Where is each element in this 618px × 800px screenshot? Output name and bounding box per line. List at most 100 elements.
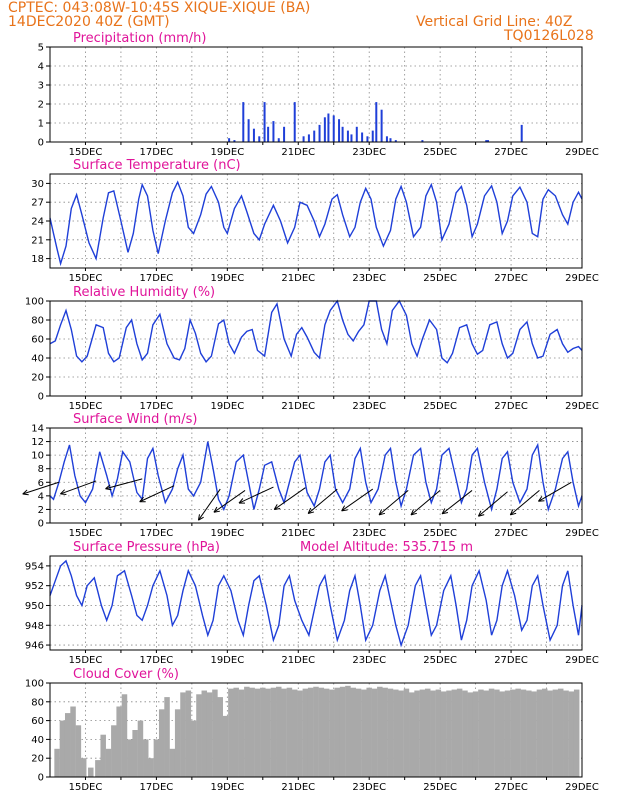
temperature-frame bbox=[49, 173, 583, 269]
y-tick-label: 2 bbox=[38, 100, 44, 111]
precipitation-panel: Precipitation (mm/h) 0 1 2 3 4 5 15DEC 17DEC 19DE… bbox=[38, 31, 599, 158]
cloud-bar bbox=[265, 688, 271, 777]
y-tick-label: 0 bbox=[38, 519, 44, 530]
cloud-bar bbox=[361, 689, 367, 777]
model-altitude: Model Altitude: 535.715 m bbox=[300, 540, 473, 555]
precip-bar bbox=[233, 140, 236, 142]
cloud-bar bbox=[222, 715, 229, 777]
cloud-bar bbox=[382, 687, 388, 777]
x-tick-label: 21DEC bbox=[281, 401, 315, 412]
wind-arrowhead bbox=[410, 509, 415, 516]
x-tick-label: 19DEC bbox=[210, 655, 244, 666]
precip-bar bbox=[361, 132, 364, 142]
cloud-bar bbox=[95, 760, 101, 777]
wind-panel: Surface Wind (m/s) 0 2 4 6 8 10 12 14 15DEC 17DEC 1… bbox=[22, 412, 599, 539]
precip-bar bbox=[332, 115, 335, 142]
precip-bar bbox=[375, 102, 378, 142]
humidity-series-line bbox=[49, 299, 583, 364]
wind-arrowhead bbox=[477, 510, 482, 517]
precipitation-title: Precipitation (mm/h) bbox=[73, 31, 206, 46]
cloud-bar bbox=[121, 694, 128, 777]
cloud-bar bbox=[334, 687, 341, 777]
precip-bar bbox=[228, 138, 231, 142]
wind-vector bbox=[213, 490, 246, 513]
wind-vector bbox=[341, 488, 374, 512]
cloud-bar bbox=[111, 725, 117, 777]
x-tick-label: 27DEC bbox=[494, 273, 528, 284]
cloud-bar bbox=[515, 688, 521, 777]
cloud-bar bbox=[536, 689, 543, 777]
cloud-bar bbox=[291, 689, 298, 777]
wind-arrowhead bbox=[341, 505, 346, 512]
y-tick-label: 6 bbox=[38, 478, 44, 489]
wind-vector bbox=[105, 478, 143, 490]
y-tick-label: 950 bbox=[25, 601, 44, 612]
cloud-cover-title: Cloud Cover (%) bbox=[73, 667, 179, 682]
cloud-bar bbox=[158, 709, 165, 777]
cloud-bar bbox=[355, 688, 362, 777]
cloud-bar bbox=[371, 688, 378, 777]
wind-vector bbox=[22, 481, 60, 495]
wind-arrowhead bbox=[307, 507, 312, 514]
x-tick-label: 25DEC bbox=[423, 273, 457, 284]
cloud-bar bbox=[414, 690, 420, 777]
wind-frame bbox=[49, 427, 583, 524]
precip-bar bbox=[350, 134, 353, 142]
x-tick-label: 21DEC bbox=[281, 782, 315, 793]
cloud-bar bbox=[440, 691, 447, 777]
cloud-bar bbox=[59, 720, 66, 777]
cloud-bar bbox=[456, 688, 463, 777]
cloud-bar bbox=[201, 690, 208, 777]
precip-bar bbox=[327, 113, 330, 142]
precip-bar bbox=[247, 119, 250, 142]
wind-arrowhead bbox=[478, 514, 485, 517]
pressure-title: Surface Pressure (hPa) bbox=[73, 540, 220, 555]
cloud-bar bbox=[54, 748, 60, 777]
grid-note: Vertical Grid Line: 40Z bbox=[416, 14, 572, 30]
cloud-bar bbox=[488, 688, 495, 777]
cloud-bar bbox=[387, 688, 394, 777]
precip-bar bbox=[355, 126, 358, 142]
y-tick-label: 100 bbox=[25, 297, 44, 308]
cloud-bar bbox=[531, 691, 537, 777]
precip-bar bbox=[242, 102, 245, 142]
wind-arrowhead bbox=[198, 516, 204, 521]
x-tick-label: 29DEC bbox=[565, 782, 599, 793]
model-code: TQ0126L028 bbox=[503, 28, 594, 44]
y-tick-label: 80 bbox=[31, 697, 44, 708]
wind-arrowhead bbox=[197, 514, 200, 521]
wind-arrowhead bbox=[378, 509, 383, 516]
wind-series-line bbox=[49, 441, 583, 513]
y-tick-label: 60 bbox=[31, 335, 44, 346]
wind-vector bbox=[378, 490, 409, 516]
precip-bar bbox=[323, 117, 326, 142]
cloud-bar bbox=[75, 725, 82, 777]
cloud-bar bbox=[345, 685, 351, 777]
y-tick-label: 5 bbox=[38, 43, 44, 54]
precip-bar bbox=[277, 138, 280, 142]
precip-bar bbox=[318, 124, 321, 142]
precip-bar bbox=[366, 136, 369, 142]
cloud-bar bbox=[228, 688, 234, 777]
wind-arrowhead bbox=[22, 493, 29, 496]
cloud-bar bbox=[467, 692, 474, 777]
cloud-bar bbox=[233, 687, 239, 777]
cloud-bar bbox=[542, 688, 548, 777]
cloud-bar bbox=[153, 739, 160, 777]
cloud-bar bbox=[419, 689, 426, 777]
wind-vector bbox=[307, 488, 338, 514]
y-tick-label: 20 bbox=[31, 754, 44, 765]
cloud-bar bbox=[393, 689, 399, 777]
x-tick-label: 23DEC bbox=[352, 273, 386, 284]
y-tick-label: 954 bbox=[25, 561, 44, 572]
x-tick-label: 27DEC bbox=[494, 401, 528, 412]
cloud-bar bbox=[462, 690, 468, 777]
y-tick-label: 80 bbox=[31, 316, 44, 327]
precip-bar bbox=[371, 130, 374, 142]
cloud-bar bbox=[281, 688, 287, 777]
x-tick-label: 17DEC bbox=[140, 528, 174, 539]
y-tick-label: 4 bbox=[38, 62, 44, 73]
wind-arrowhead bbox=[441, 508, 446, 515]
x-tick-label: 19DEC bbox=[210, 782, 244, 793]
